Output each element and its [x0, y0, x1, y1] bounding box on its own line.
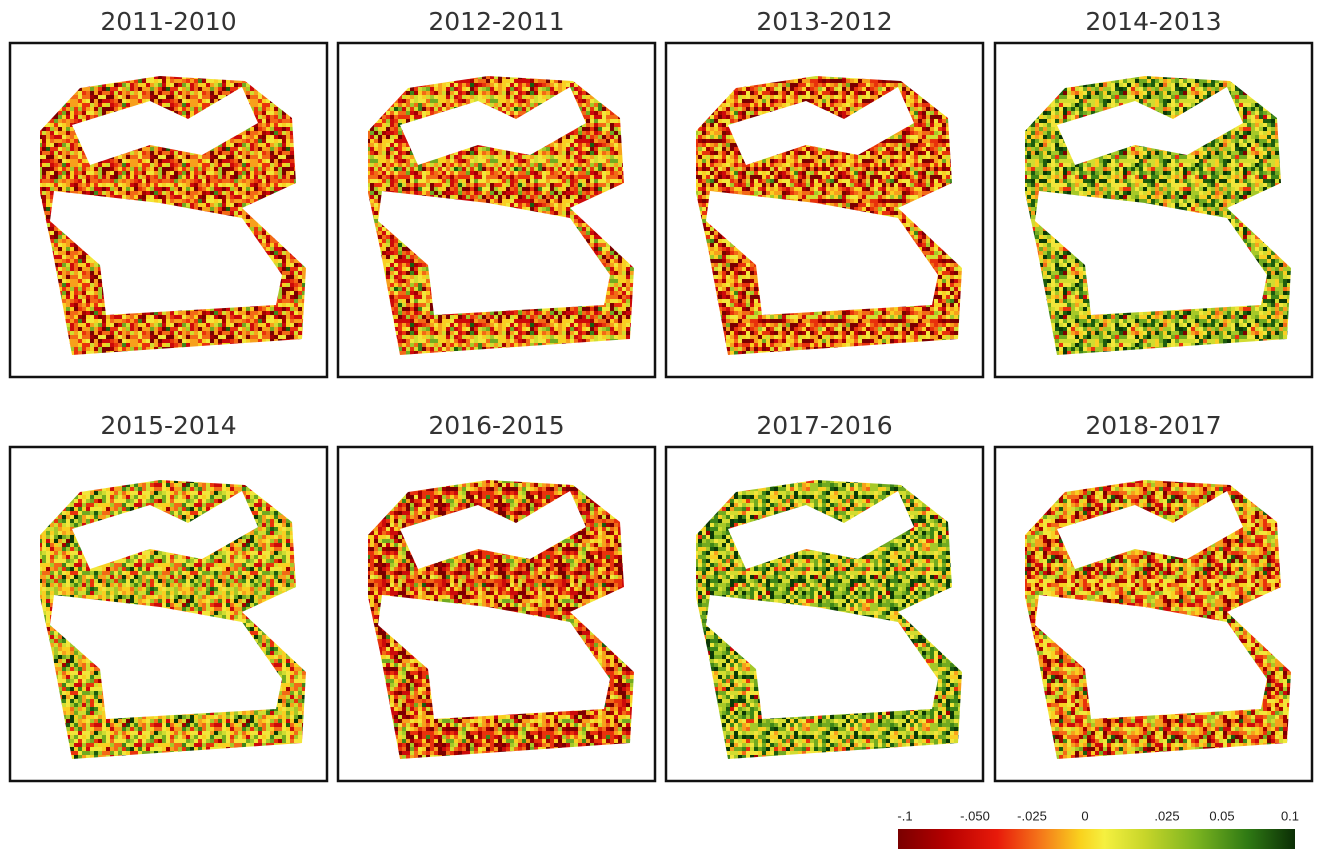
colorbar-label: 0.05 [1209, 808, 1234, 823]
map-area [696, 480, 962, 759]
colorbar-label: 0.1 [1281, 808, 1299, 823]
map-polygon [696, 76, 962, 355]
map-polygon [40, 480, 306, 759]
map-polygon [696, 480, 962, 759]
map-area [1025, 76, 1291, 355]
panel-title: 2012-2011 [428, 7, 564, 36]
colorbar-label: -.050 [960, 808, 990, 823]
map-area [368, 76, 634, 355]
colorbar-label: -.1 [897, 808, 912, 823]
panel-title: 2017-2016 [756, 411, 892, 440]
panel-title: 2018-2017 [1085, 411, 1221, 440]
colorbar [898, 829, 1295, 849]
map-area [368, 480, 634, 759]
panel-title: 2014-2013 [1085, 7, 1221, 36]
colorbar-label: .025 [1154, 808, 1179, 823]
map-polygon [40, 76, 306, 355]
panel-title: 2013-2012 [756, 7, 892, 36]
panel-title: 2015-2014 [100, 411, 236, 440]
map-polygon [368, 480, 634, 759]
map-area [1025, 480, 1291, 759]
panel-title: 2016-2015 [428, 411, 564, 440]
map-polygon [1025, 76, 1291, 355]
map-area [40, 76, 306, 355]
panel-title: 2011-2010 [100, 7, 236, 36]
map-polygon [368, 76, 634, 355]
map-area [40, 480, 306, 759]
map-polygon [1025, 480, 1291, 759]
map-area [696, 76, 962, 355]
colorbar-label: -.025 [1017, 808, 1047, 823]
colorbar-label: 0 [1081, 808, 1088, 823]
